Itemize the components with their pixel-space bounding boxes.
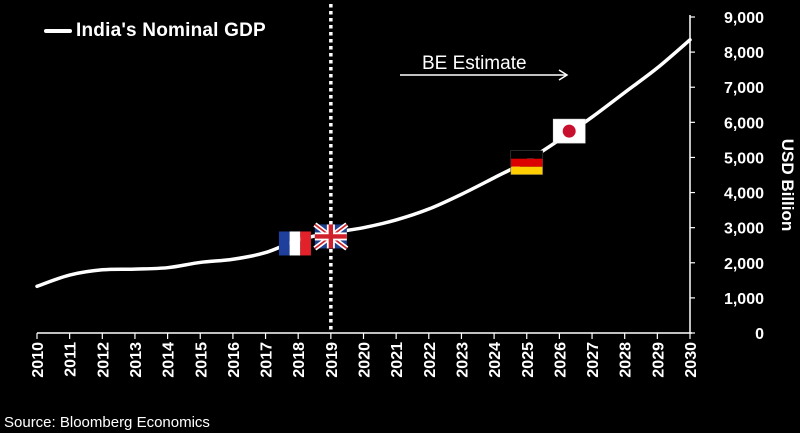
x-tick-label: 2030 [683, 342, 700, 378]
x-tick-label: 2020 [357, 342, 374, 378]
be-estimate-annotation: BE Estimate [400, 53, 569, 81]
y-tick-label: 5,000 [724, 150, 764, 167]
germany-flag-icon [510, 150, 544, 176]
x-tick-label: 2013 [128, 342, 145, 378]
x-tick-label: 2024 [487, 342, 504, 378]
x-tick-label: 2016 [226, 342, 243, 378]
x-tick-label: 2010 [30, 342, 47, 378]
x-tick-label: 2015 [193, 342, 210, 378]
y-tick-label: 9,000 [724, 10, 764, 27]
x-tick-label: 2023 [454, 342, 471, 378]
x-tick-label: 2027 [585, 342, 602, 378]
uk-flag-icon [313, 222, 349, 251]
x-tick-label: 2026 [552, 342, 569, 378]
y-tick-label: 4,000 [724, 186, 764, 203]
x-tick-label: 2012 [95, 342, 112, 378]
source-note: Source: Bloomberg Economics [4, 414, 210, 431]
y-tick-label: 0 [755, 326, 764, 343]
y-tick-label: 1,000 [724, 291, 764, 308]
y-axis-ticks: 0 1,000 2,000 3,000 4,000 5,000 6,000 7,000 8,00… [690, 10, 764, 343]
x-tick-label: 2019 [324, 342, 341, 378]
japan-flag-icon [552, 118, 586, 144]
legend-label: India's Nominal GDP [76, 20, 266, 41]
x-tick-label: 2025 [520, 342, 537, 378]
y-tick-label: 7,000 [724, 80, 764, 97]
x-tick-label: 2029 [650, 342, 667, 378]
x-tick-label: 2014 [161, 342, 178, 378]
axes [37, 15, 692, 334]
x-tick-label: 2021 [389, 342, 406, 378]
x-tick-label: 2011 [63, 342, 80, 377]
x-tick-label: 2018 [291, 342, 308, 378]
y-axis-label: USD Billion [778, 139, 797, 232]
y-tick-label: 8,000 [724, 45, 764, 62]
legend: India's Nominal GDP [44, 20, 266, 42]
flag-markers [278, 118, 586, 256]
be-estimate-arrowhead-icon [558, 69, 569, 81]
series-line-india-gdp [35, 38, 692, 289]
france-flag-icon [278, 231, 311, 256]
x-tick-label: 2022 [422, 342, 439, 378]
y-tick-label: 2,000 [724, 256, 764, 273]
y-tick-label: 3,000 [724, 221, 764, 238]
x-tick-label: 2017 [259, 342, 276, 378]
x-tick-label: 2028 [618, 342, 635, 378]
legend-line-swatch [44, 29, 72, 33]
y-tick-label: 6,000 [724, 115, 764, 132]
be-estimate-label: BE Estimate [422, 53, 527, 74]
x-axis-ticks: 2010 2011 2012 2013 2014 2015 2016 2017 2018 2019… [30, 333, 700, 378]
